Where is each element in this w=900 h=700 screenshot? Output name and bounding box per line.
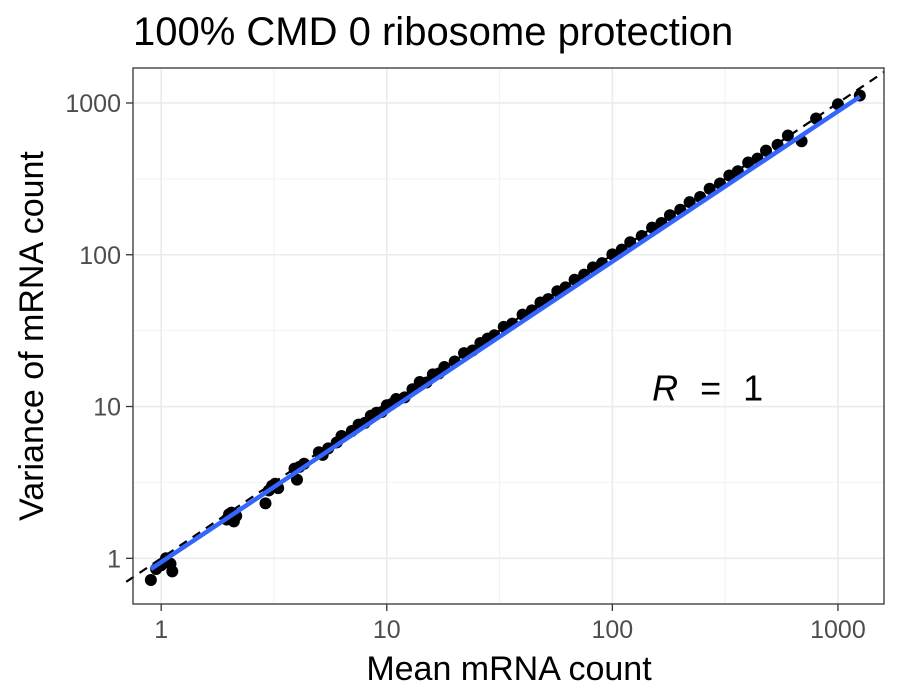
data-point: [703, 182, 716, 195]
x-tick-label: 1: [154, 616, 168, 644]
x-axis-title: Mean mRNA count: [366, 650, 652, 688]
y-tick-label: 1000: [65, 90, 121, 118]
data-point: [781, 129, 794, 142]
correlation-value: 1: [743, 367, 763, 408]
data-point: [291, 473, 304, 486]
plot-data: [125, 71, 885, 586]
chart-title: 100% CMD 0 ribosome protection: [133, 10, 733, 54]
y-tick-label: 10: [93, 394, 121, 422]
x-tick-label: 100: [592, 616, 634, 644]
y-axis-title: Variance of mRNA count: [13, 151, 51, 521]
identity-dashed-line: [125, 71, 885, 583]
data-point: [259, 497, 272, 510]
ticks: 1 10 100 1000 1 10 100 1000: [65, 90, 865, 644]
y-tick-label: 1: [107, 545, 121, 573]
y-tick-label: 100: [79, 242, 121, 270]
data-point: [742, 156, 755, 169]
correlation-equals: =: [700, 367, 721, 408]
correlation-symbol: R: [652, 367, 678, 408]
correlation-annotation: R = 1: [652, 367, 763, 408]
data-point: [144, 573, 157, 586]
x-tick-label: 10: [373, 616, 401, 644]
data-point: [663, 209, 676, 222]
fit-line: [149, 94, 862, 571]
x-tick-label: 1000: [810, 616, 866, 644]
plot-panel-border: [132, 67, 885, 605]
data-point: [166, 565, 179, 578]
